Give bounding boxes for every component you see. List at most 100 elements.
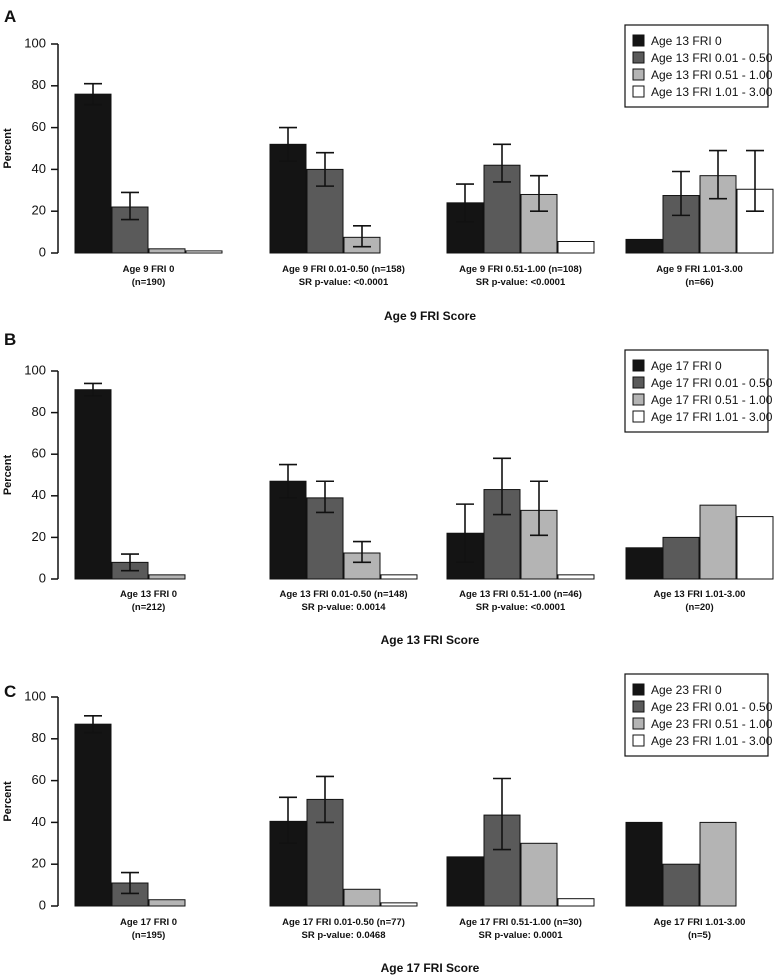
y-axis-label: Percent — [2, 128, 14, 169]
legend-swatch — [632, 376, 645, 389]
category-label: Age 13 FRI 0.01-0.50 (n=148) — [279, 589, 407, 600]
category-sublabel: SR p-value: <0.0001 — [476, 277, 566, 288]
y-axis-label: Percent — [2, 781, 14, 822]
y-tick-label: 80 — [32, 730, 46, 745]
bar — [148, 248, 186, 254]
category-sublabel: (n=66) — [685, 277, 713, 288]
legend-label: Age 17 FRI 1.01 - 3.00 — [651, 410, 773, 424]
category-label: Age 9 FRI 0.51-1.00 (n=108) — [459, 264, 582, 275]
x-axis-title: Age 13 FRI Score — [381, 633, 480, 647]
bar — [557, 241, 595, 254]
y-tick-label: 40 — [32, 161, 46, 176]
category-sublabel: (n=212) — [132, 602, 166, 613]
y-tick-label: 20 — [32, 856, 46, 871]
legend-swatch — [632, 734, 645, 747]
legend-swatch — [632, 85, 645, 98]
legend-swatch — [632, 700, 645, 713]
legend-box — [624, 673, 769, 757]
y-tick-label: 60 — [32, 446, 46, 461]
bar — [662, 863, 700, 907]
panel-a: A 0 20 40 60 80 100 Percent Age 9 FRI 0 (n=190) Ag… — [2, 7, 774, 323]
legend-swatch — [632, 393, 645, 406]
category-sublabel: (n=195) — [132, 930, 166, 941]
legend-swatch — [632, 683, 645, 696]
legend-label: Age 23 FRI 0.01 - 0.50 — [651, 700, 773, 714]
bar — [74, 723, 112, 907]
bar — [557, 898, 595, 907]
category-label: Age 13 FRI 1.01-3.00 — [654, 589, 746, 600]
category-sublabel: (n=20) — [685, 602, 713, 613]
category-label: Age 9 FRI 0.01-0.50 (n=158) — [282, 264, 405, 275]
category-sublabel: SR p-value: 0.0001 — [479, 930, 564, 941]
y-tick-label: 0 — [39, 244, 46, 259]
bar — [343, 888, 381, 907]
bar — [446, 856, 484, 907]
category-label: Age 13 FRI 0 — [120, 589, 177, 600]
category-label: Age 17 FRI 0.01-0.50 (n=77) — [282, 917, 405, 928]
bar — [306, 168, 344, 254]
bar — [380, 574, 418, 580]
y-tick-label: 40 — [32, 814, 46, 829]
y-tick-label: 100 — [24, 35, 46, 50]
bar — [148, 574, 186, 580]
y-tick-label: 60 — [32, 119, 46, 134]
panel-c: C 0 20 40 60 80 100 Percent Age 17 FRI 0 (n=195) A… — [2, 673, 773, 975]
y-tick-label: 40 — [32, 487, 46, 502]
x-axis-title: Age 9 FRI Score — [384, 309, 476, 323]
bar — [662, 536, 700, 580]
legend-label: Age 13 FRI 0.01 - 0.50 — [651, 51, 773, 65]
panel-letter: C — [4, 682, 16, 701]
bar — [74, 93, 112, 254]
x-axis-title: Age 17 FRI Score — [381, 961, 480, 975]
y-tick-label: 20 — [32, 203, 46, 218]
bar — [736, 516, 774, 580]
legend-label: Age 17 FRI 0.51 - 1.00 — [651, 393, 773, 407]
legend-label: Age 23 FRI 0.51 - 1.00 — [651, 717, 773, 731]
legend-swatch — [632, 359, 645, 372]
bar — [699, 821, 737, 907]
bar — [520, 842, 558, 907]
category-label: Age 17 FRI 0 — [120, 917, 177, 928]
bar — [380, 902, 418, 907]
bar — [74, 389, 112, 580]
category-label: Age 9 FRI 1.01-3.00 — [656, 264, 743, 275]
bar — [625, 821, 663, 907]
legend-swatch — [632, 68, 645, 81]
category-label: Age 17 FRI 1.01-3.00 — [654, 917, 746, 928]
legend-label: Age 13 FRI 0.51 - 1.00 — [651, 68, 773, 82]
category-label: Age 17 FRI 0.51-1.00 (n=30) — [459, 917, 582, 928]
category-sublabel: SR p-value: <0.0001 — [299, 277, 389, 288]
legend-label: Age 13 FRI 1.01 - 3.00 — [651, 85, 773, 99]
bar — [625, 547, 663, 580]
legend-label: Age 23 FRI 1.01 - 3.00 — [651, 734, 773, 748]
legend-swatch — [632, 51, 645, 64]
y-tick-label: 100 — [24, 362, 46, 377]
legend-swatch — [632, 34, 645, 47]
y-axis-label: Percent — [2, 454, 14, 495]
bar — [148, 899, 186, 907]
legend-swatch — [632, 717, 645, 730]
category-label: Age 9 FRI 0 — [123, 264, 175, 275]
category-label: Age 13 FRI 0.51-1.00 (n=46) — [459, 589, 582, 600]
y-tick-label: 0 — [39, 897, 46, 912]
legend-label: Age 13 FRI 0 — [651, 34, 722, 48]
legend-swatch — [632, 410, 645, 423]
y-tick-label: 0 — [39, 570, 46, 585]
bar — [699, 504, 737, 580]
legend-label: Age 23 FRI 0 — [651, 683, 722, 697]
bar — [557, 574, 595, 580]
category-sublabel: SR p-value: 0.0014 — [302, 602, 387, 613]
y-tick-label: 80 — [32, 77, 46, 92]
panel-letter: A — [4, 7, 16, 26]
y-tick-label: 100 — [24, 688, 46, 703]
bar — [185, 250, 223, 254]
y-tick-label: 20 — [32, 529, 46, 544]
category-sublabel: SR p-value: 0.0468 — [302, 930, 386, 941]
bar — [269, 143, 307, 254]
category-sublabel: (n=190) — [132, 277, 166, 288]
category-sublabel: (n=5) — [688, 930, 711, 941]
panel-letter: B — [4, 330, 16, 349]
y-tick-label: 80 — [32, 404, 46, 419]
category-sublabel: SR p-value: <0.0001 — [476, 602, 566, 613]
